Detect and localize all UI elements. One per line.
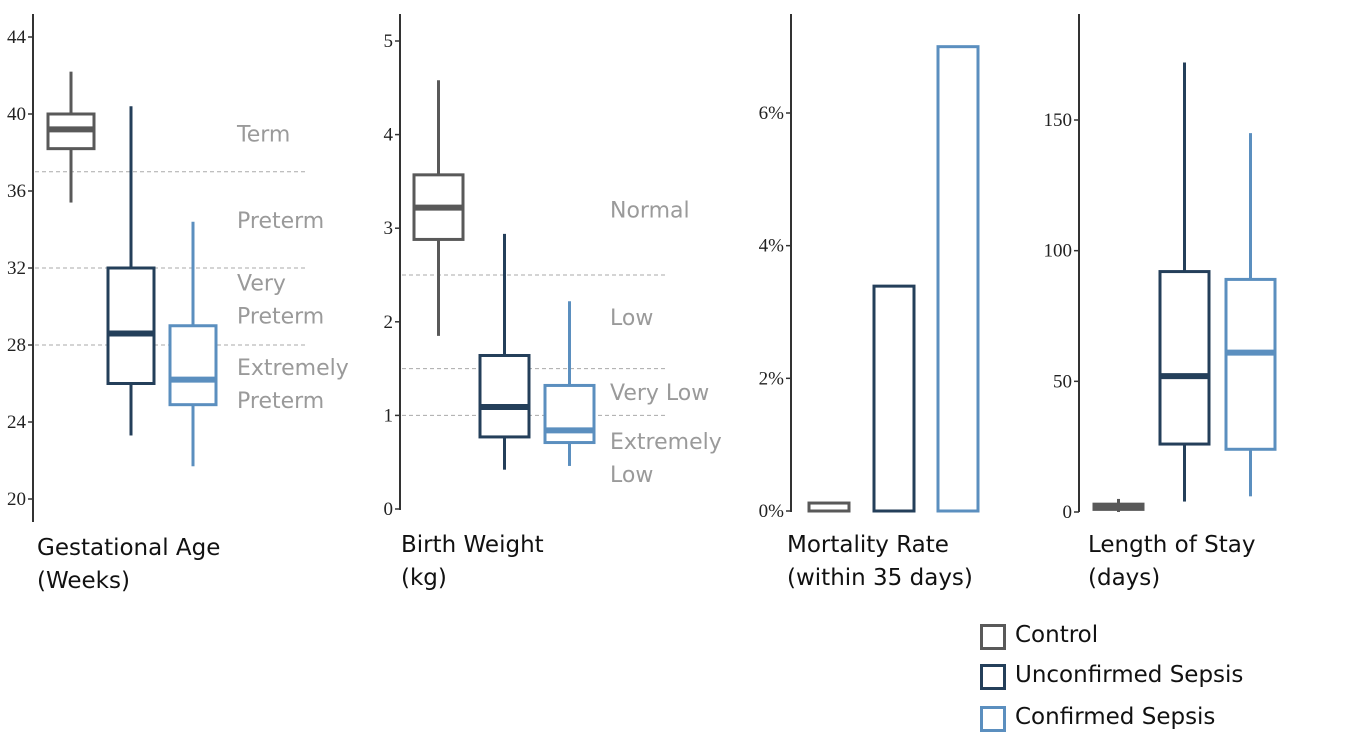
- y-tick-label: 36: [7, 181, 26, 202]
- y-tick-label: 4: [384, 125, 394, 146]
- y-tick-label: 6%: [759, 103, 785, 124]
- category-label: Term: [236, 122, 290, 147]
- y-tick-label: 20: [7, 489, 26, 510]
- bar-unconfirmed-sepsis: [872, 284, 916, 513]
- y-tick-label: 3: [384, 218, 394, 239]
- panel-title: (Weeks): [37, 568, 130, 594]
- y-tick-label: 28: [7, 335, 26, 356]
- panel-title: (within 35 days): [787, 565, 973, 591]
- bar-control: [807, 501, 851, 513]
- y-tick-label: 32: [7, 258, 26, 279]
- category-label: Low: [610, 306, 653, 331]
- category-label: Preterm: [237, 389, 324, 414]
- y-tick-label: 100: [1044, 241, 1073, 262]
- y-tick-label: 0: [1063, 502, 1073, 523]
- category-label: Preterm: [237, 209, 324, 234]
- chart-panel-2: 0 1 2 3 4 5 Normal Low Very Low Extremely Low Birth…: [384, 14, 722, 591]
- panel-title: Gestational Age: [37, 535, 220, 561]
- y-tick-label: 24: [7, 412, 27, 433]
- category-label: Low: [610, 463, 653, 488]
- chart-panel-4: 0 50 100 150 Length of Stay (days): [1044, 14, 1277, 591]
- chart-panel-3: 0% 2% 4% 6% Mortality Rate (within 35 days): [759, 14, 980, 591]
- box-confirmed-sepsis: [1224, 277, 1277, 451]
- y-tick-label: 1: [384, 405, 394, 426]
- legend-swatch-unconfirmed-sepsis: [980, 664, 1006, 690]
- panel-title: Length of Stay: [1088, 532, 1255, 558]
- y-tick-label: 40: [7, 104, 26, 125]
- category-label: Normal: [610, 198, 690, 223]
- legend-label-control: Control: [1015, 622, 1099, 648]
- box-confirmed-sepsis: [543, 383, 596, 445]
- legend-item-confirmed-sepsis: Confirmed Sepsis: [978, 702, 1308, 732]
- y-tick-label: 5: [384, 31, 394, 52]
- box-unconfirmed-sepsis: [478, 353, 531, 439]
- y-tick-label: 50: [1053, 371, 1072, 392]
- y-tick-label: 150: [1044, 110, 1073, 131]
- panel-title: (kg): [401, 565, 447, 591]
- legend-label-unconfirmed-sepsis: Unconfirmed Sepsis: [1015, 662, 1244, 688]
- legend-item-unconfirmed-sepsis: Unconfirmed Sepsis: [978, 660, 1308, 690]
- legend-item-control: Control: [978, 620, 1308, 650]
- panel-title: (days): [1088, 565, 1160, 591]
- box-unconfirmed-sepsis: [106, 266, 156, 385]
- category-label: Extremely: [237, 356, 349, 381]
- y-tick-label: 4%: [759, 236, 785, 257]
- y-tick-label: 2: [384, 312, 394, 333]
- legend-label-confirmed-sepsis: Confirmed Sepsis: [1015, 704, 1216, 730]
- y-tick-label: 0%: [759, 501, 785, 522]
- panel-title: Birth Weight: [401, 532, 544, 558]
- category-label: Preterm: [237, 304, 324, 329]
- legend-swatch-confirmed-sepsis: [980, 706, 1006, 732]
- category-label: Extremely: [610, 430, 722, 455]
- y-tick-label: 0: [384, 499, 394, 520]
- bar-confirmed-sepsis: [936, 45, 980, 513]
- category-label: Very Low: [610, 381, 709, 406]
- legend-swatch-control: [980, 624, 1006, 650]
- box-unconfirmed-sepsis: [1158, 270, 1211, 446]
- chart-panel-1: 20 24 28 32 36 40 44 Term Preterm Very Preterm Extr…: [7, 14, 349, 594]
- y-tick-label: 2%: [759, 368, 785, 389]
- panel-title: Mortality Rate: [787, 532, 949, 558]
- box-confirmed-sepsis: [168, 324, 218, 407]
- y-tick-label: 44: [7, 27, 27, 48]
- category-label: Very: [237, 271, 286, 296]
